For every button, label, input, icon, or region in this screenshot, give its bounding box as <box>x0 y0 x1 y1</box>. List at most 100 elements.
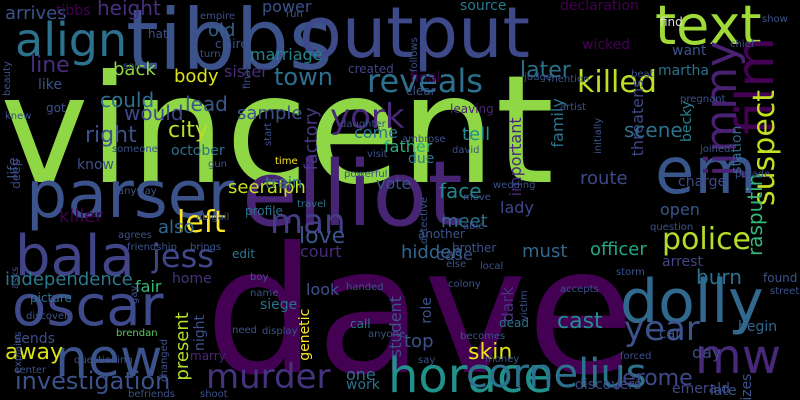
word-bala: bala <box>15 224 135 289</box>
word-visit: visit <box>367 149 388 160</box>
word-questioning: questioning <box>74 355 133 366</box>
word-brother: brother <box>452 241 497 255</box>
word-wedding: wedding <box>493 180 536 191</box>
word-detective: detective <box>419 197 430 244</box>
word-role: role <box>419 297 435 324</box>
word-friendship: friendship <box>127 242 177 253</box>
word-must: must <box>522 241 568 262</box>
word-oscar: oscar <box>12 274 164 339</box>
word-money: money <box>485 354 520 365</box>
word-marriage: marriage <box>250 45 323 64</box>
word-case: case <box>436 245 473 264</box>
word-york: york <box>330 97 405 137</box>
word-beauty: beauty <box>2 61 13 96</box>
word-look: look <box>306 280 340 299</box>
word-picture: picture <box>30 291 72 305</box>
word-mention: mention <box>548 74 590 85</box>
word-power: power <box>262 0 312 16</box>
word-arrest: arrest <box>662 254 703 270</box>
word-else: else <box>446 259 467 270</box>
word-finally: finally <box>242 58 253 89</box>
word-edit: edit <box>232 247 256 261</box>
word-father: father <box>384 137 433 156</box>
word-parser: parser <box>26 158 235 233</box>
word-back: back <box>113 59 156 80</box>
word-student: student <box>386 296 405 358</box>
word-genetic: genetic <box>297 308 313 361</box>
word-shoot: shoot <box>200 389 228 400</box>
word-top: top <box>404 331 434 352</box>
word-turn: turn <box>200 49 221 60</box>
word-face: face <box>439 179 482 203</box>
word-know: know <box>77 157 114 173</box>
word-gay: gay <box>129 285 140 304</box>
word-anyway: anyway <box>118 186 157 197</box>
word-able: able <box>463 221 485 232</box>
word-ambrose: ambrose <box>402 134 446 145</box>
word-discover: discover <box>26 311 69 322</box>
word-becomes: becomes <box>460 331 506 342</box>
word-clear: clear <box>406 84 436 98</box>
word-colony: colony <box>448 279 481 290</box>
word-love: love <box>299 224 346 249</box>
word-height: height <box>97 0 161 20</box>
word-court: court <box>300 242 342 261</box>
word-cornelius: cornelius <box>466 351 647 397</box>
word-empire: empire <box>200 11 236 22</box>
word-got: got <box>46 101 66 115</box>
word-want: want <box>672 43 707 59</box>
word-accepts: accepts <box>560 284 599 295</box>
word-show: show <box>762 14 788 25</box>
word-declaration: declaration <box>560 0 639 14</box>
word-tibbs: tibbs <box>56 3 91 19</box>
word-reveals: reveals <box>367 62 483 100</box>
word-new: new <box>55 329 163 389</box>
word-jerome: jerome <box>616 366 693 391</box>
word-fair: fair <box>135 277 162 296</box>
word-brings: brings <box>190 242 222 253</box>
word-cast: cast <box>557 309 603 334</box>
word-another: another <box>418 227 465 241</box>
word-leaving: leaving <box>450 102 494 116</box>
word-train: train <box>265 173 303 192</box>
word-left: left <box>177 205 226 240</box>
word-murder: murder <box>206 357 331 397</box>
word-mw: mw <box>695 329 782 385</box>
word-brendan: brendan <box>116 328 158 339</box>
word-profile: profile <box>245 204 283 218</box>
word-chief: chief <box>730 39 755 50</box>
word-day: day <box>692 343 722 362</box>
word-home: home <box>172 271 212 287</box>
word-david: david <box>452 145 480 156</box>
word-artist: artist <box>560 102 587 113</box>
word-year: year <box>624 309 700 349</box>
word-due: due <box>408 151 435 167</box>
word-claire: claire <box>215 37 248 51</box>
word-someone: someone <box>112 144 158 155</box>
word-elliot: elliot <box>242 142 463 247</box>
word-tibbs: tibbs <box>126 0 333 89</box>
word-son: son <box>123 61 141 72</box>
word-town: town <box>274 63 333 91</box>
word-independence: independence <box>5 269 133 290</box>
word-route: route <box>580 168 628 189</box>
word-text: text <box>655 0 762 57</box>
word-align: align <box>15 13 128 67</box>
word-factory: factory <box>301 107 322 171</box>
word-work: work <box>346 377 380 393</box>
word-away: away <box>5 340 63 365</box>
word-lady: lady <box>500 198 534 217</box>
word-station: station <box>729 125 745 174</box>
word-life: life <box>6 157 22 179</box>
word-hat: hat <box>148 27 168 41</box>
word-find: find <box>660 15 683 29</box>
word-dolly: dolly <box>620 267 764 337</box>
word-changed: changed <box>159 338 170 382</box>
word-say: say <box>418 355 436 366</box>
word-parade: parade <box>735 169 771 180</box>
word-sister: sister <box>224 62 268 81</box>
word-travel: travel <box>297 199 327 210</box>
word-rasputin: rasputin <box>743 173 767 256</box>
word-one: one <box>346 365 376 384</box>
